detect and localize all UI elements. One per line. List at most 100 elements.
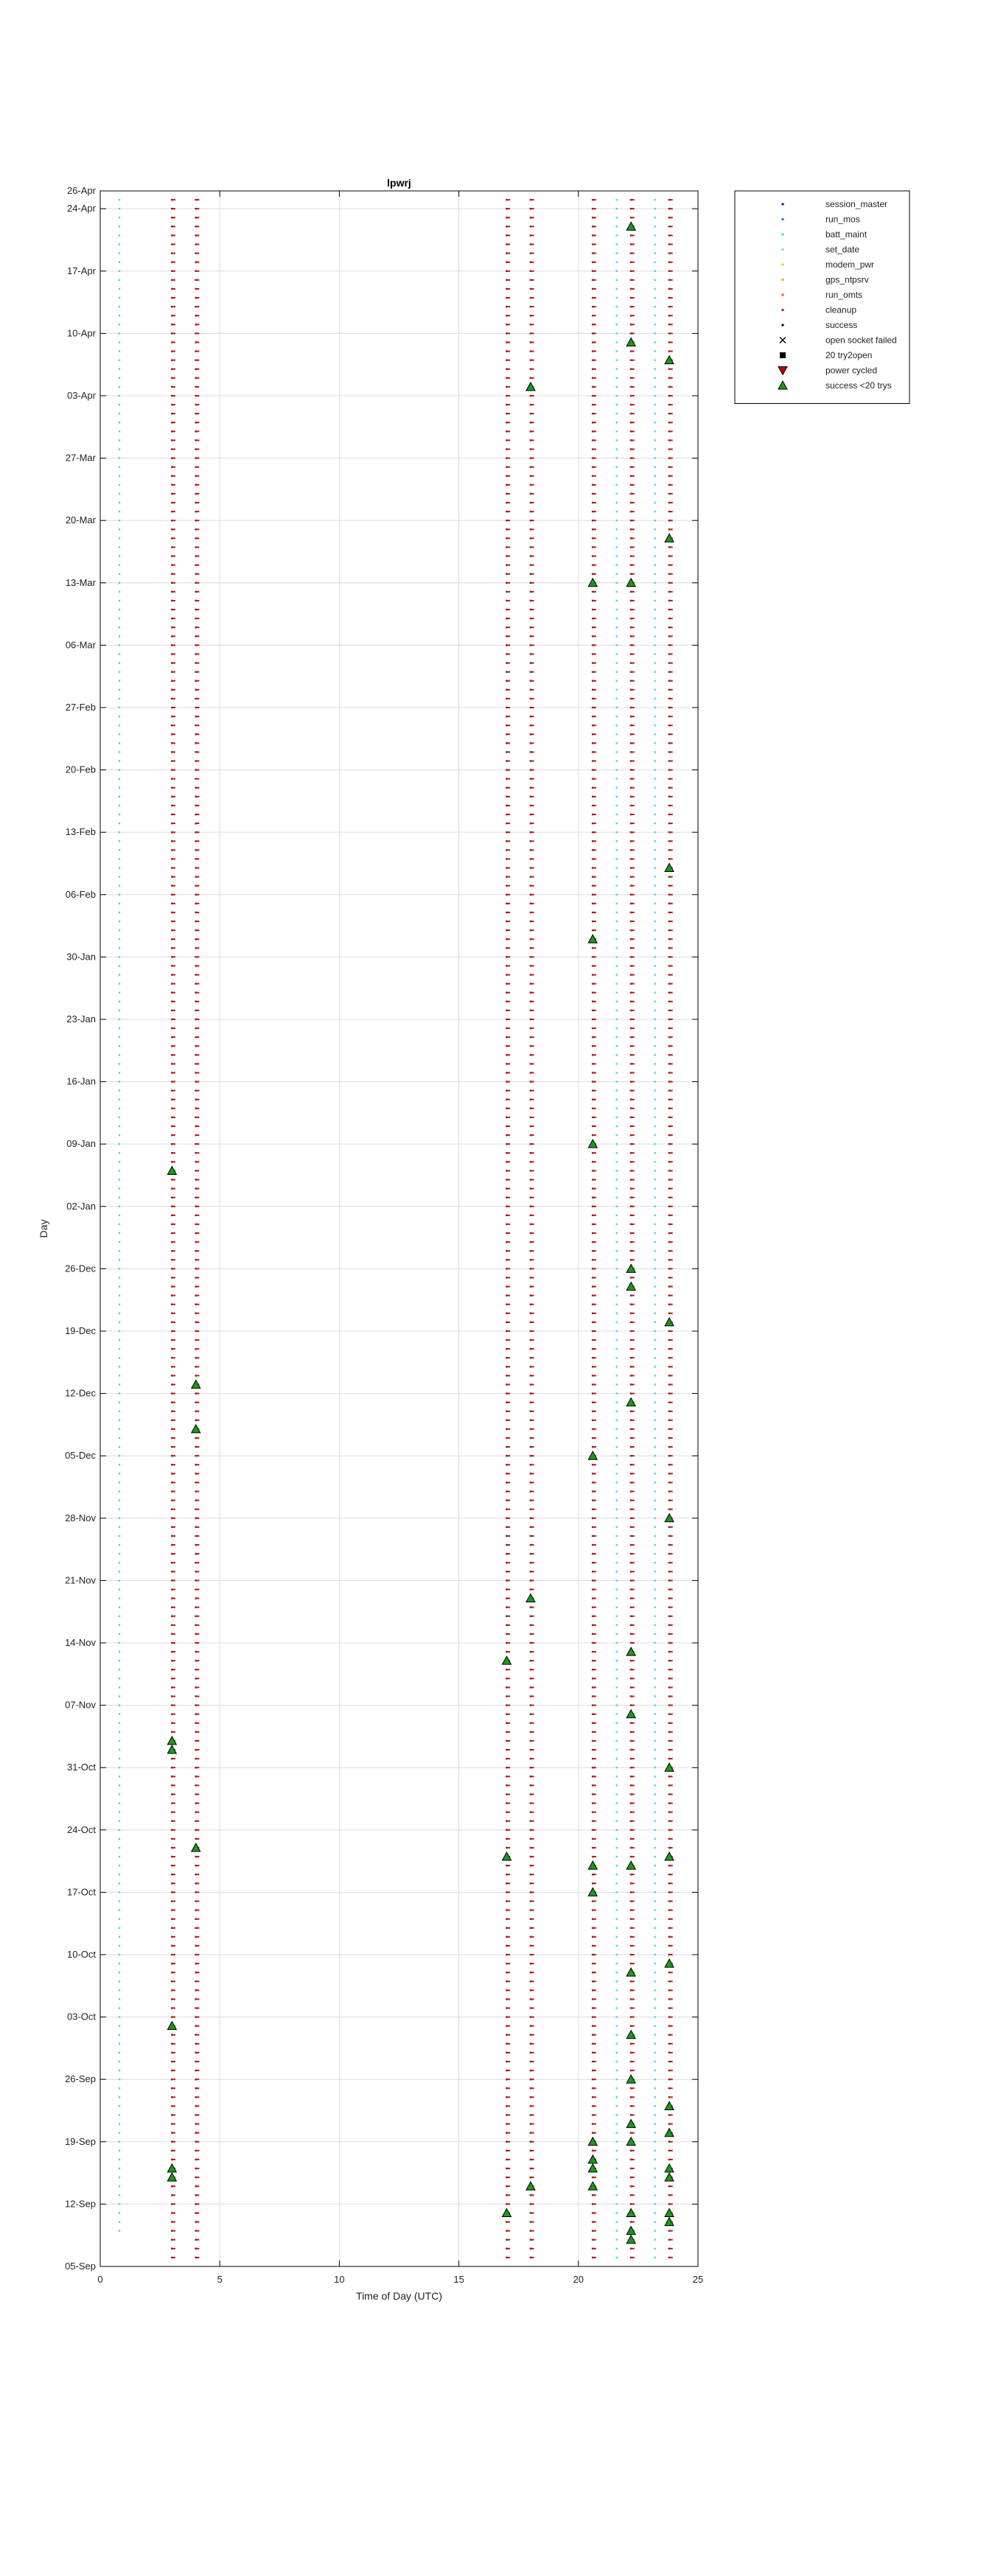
data-point [195,1535,200,1537]
data-point [654,965,656,967]
data-point [170,1125,175,1128]
data-point [668,199,673,201]
data-point [170,413,175,415]
legend-symbol [781,293,784,296]
data-point [506,413,511,415]
data-point [118,305,121,308]
data-point [170,786,175,789]
data-point [654,626,656,629]
data-point [668,2070,673,2072]
data-point [506,688,511,691]
data-point [170,1722,175,1724]
legend-entry: gps_ntpsrv [825,275,869,285]
data-point [529,1731,534,1733]
data-point [529,297,534,299]
data-point [170,1223,175,1225]
data-point [529,991,534,994]
data-point [506,733,511,736]
data-point [654,884,656,887]
data-point [615,1562,618,1564]
legend-box [734,190,910,404]
x-axis: 0 5 10 15 20 25 [97,191,703,2285]
data-point [615,1063,618,1065]
data-point [591,475,596,477]
data-point [591,306,596,308]
data-point [506,760,511,762]
data-point [506,1998,511,2000]
data-point [629,1330,635,1332]
data-point [591,2016,596,2018]
data-point [591,324,596,326]
data-point [629,1125,635,1128]
data-point [668,751,673,753]
data-point [629,1357,635,1359]
data-point [170,2096,175,2098]
data-point [170,279,175,281]
data-point [664,862,674,873]
data-point [529,555,534,557]
data-point [668,1989,673,1992]
data-point [615,911,618,914]
data-point [195,422,200,424]
data-point [506,1392,511,1395]
data-point [654,1891,656,1893]
data-point [654,1588,656,1591]
data-point [591,385,596,388]
data-point [506,947,511,949]
data-point [118,2016,121,2018]
data-point [629,2051,635,2053]
data-point [629,786,635,789]
data-point [170,287,175,290]
data-point [529,1641,534,1644]
data-point [664,533,674,542]
data-point [529,261,534,263]
data-point [195,1348,200,1350]
data-point [529,511,534,513]
data-point [170,1998,175,2000]
data-point [668,1829,673,1831]
data-point [629,778,635,780]
data-point [170,520,175,522]
data-point [629,573,635,575]
data-point [654,1766,656,1769]
data-point [195,2256,200,2258]
data-point [654,1927,656,1929]
data-point [118,653,121,655]
data-point [629,1446,635,1448]
data-point [668,688,673,691]
data-point [668,1223,673,1225]
data-point [118,1552,121,1555]
data-point [170,849,175,851]
data-point [591,1686,596,1689]
data-point [654,315,656,317]
data-point [118,1268,121,1270]
data-point [654,1045,656,1047]
data-point [506,1339,511,1341]
data-point [195,341,200,343]
data-point [170,368,175,370]
data-point [591,1348,596,1350]
data-point [654,1152,656,1154]
data-point [629,2016,635,2018]
data-point [170,662,175,664]
data-point [118,1214,121,1217]
data-point [668,1936,673,1938]
data-point [506,1597,511,1599]
data-point [170,2123,175,2125]
data-point [654,858,656,860]
data-point [195,893,200,896]
data-point [506,1072,511,1074]
data-point [591,2132,596,2134]
data-point [654,1277,656,1279]
data-point [118,1045,121,1047]
data-point [668,1205,673,1207]
data-point [506,1241,511,1243]
data-point [668,1944,673,1947]
data-point [654,929,656,932]
data-point [118,590,121,593]
data-point [668,1134,673,1137]
data-point [506,2203,511,2205]
data-point [615,2212,618,2214]
data-point [195,1731,200,1733]
data-point [668,385,673,388]
